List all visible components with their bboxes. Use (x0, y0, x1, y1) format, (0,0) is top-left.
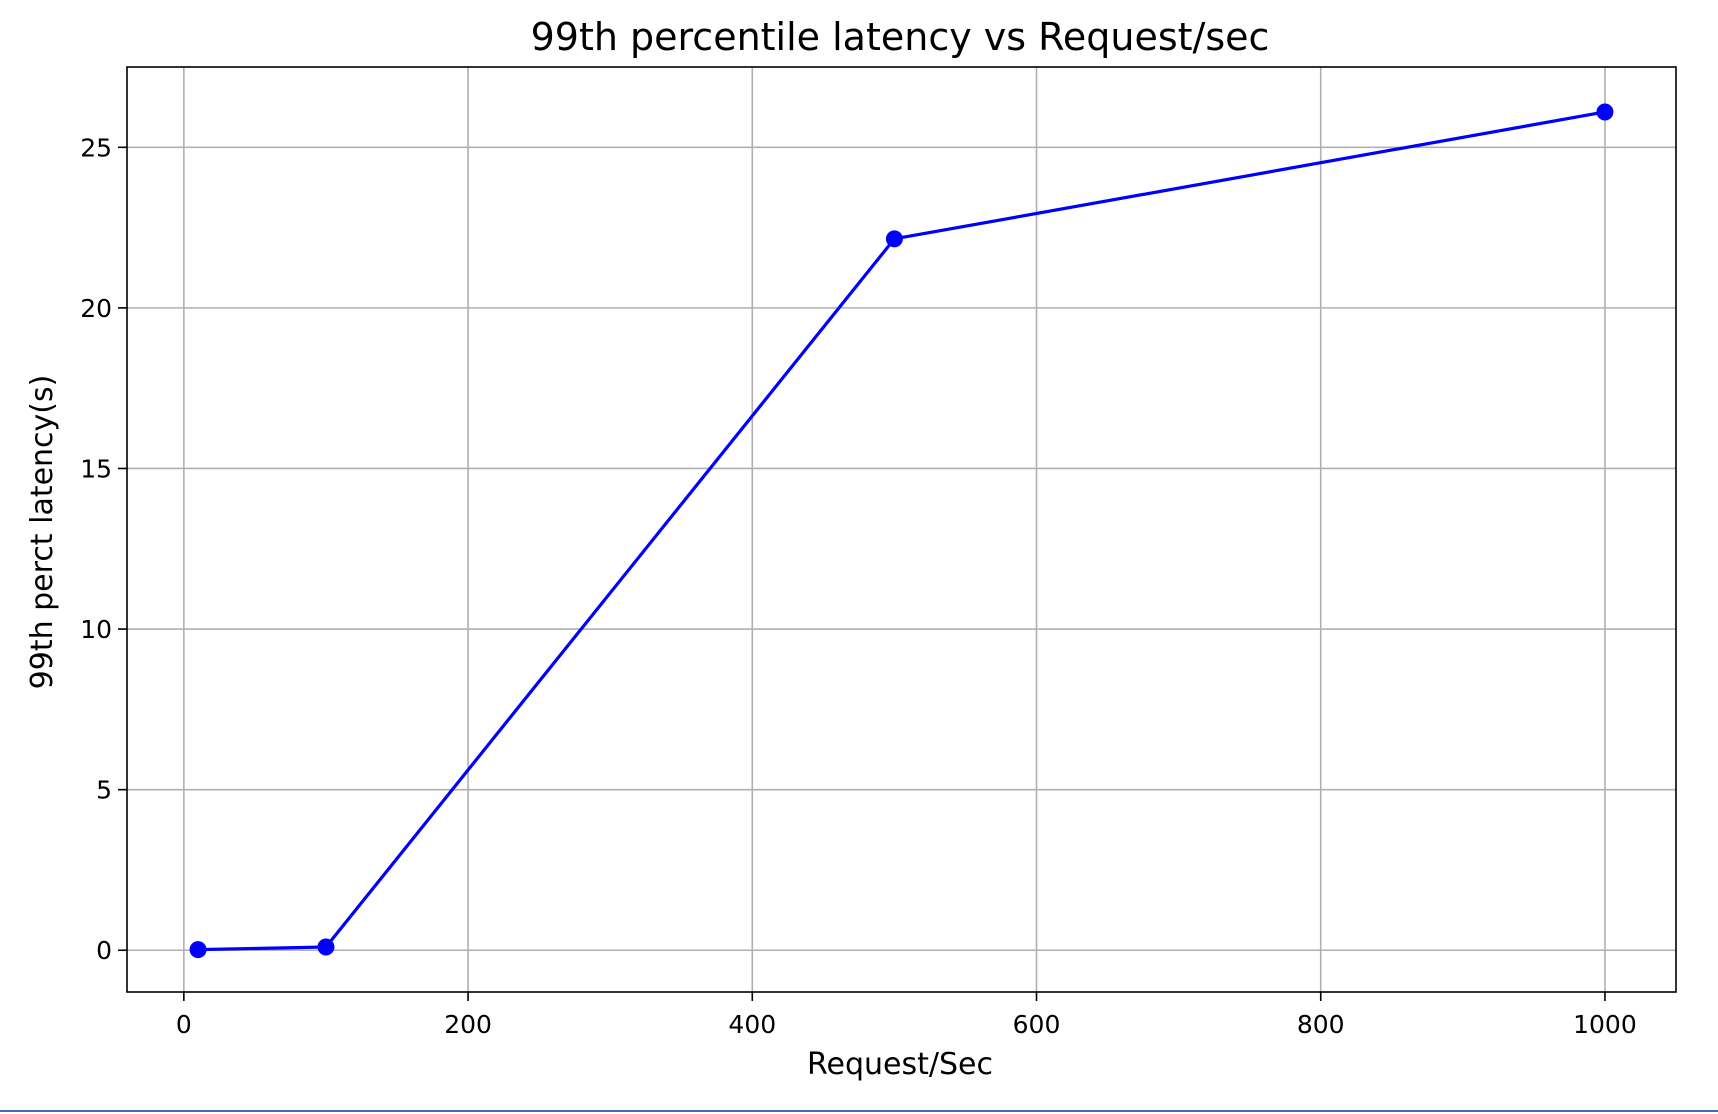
y-tick-label: 10 (80, 615, 112, 644)
y-tick-label: 25 (80, 133, 112, 162)
y-tick-label: 5 (96, 776, 112, 805)
x-tick-label: 200 (444, 1010, 492, 1039)
axes-layer: 0 200 400 600 800 1000 0 5 10 15 20 25 (80, 66, 1677, 1039)
data-point (1596, 103, 1614, 121)
x-tick-label: 800 (1297, 1010, 1345, 1039)
x-tick-label: 1000 (1573, 1010, 1637, 1039)
x-tick-label: 0 (176, 1010, 192, 1039)
x-axis-label: Request/Sec (807, 1047, 993, 1082)
x-tick-label: 600 (1013, 1010, 1061, 1039)
series-line (196, 110, 1607, 952)
data-point (885, 230, 903, 248)
series-layer (189, 103, 1614, 959)
y-tick-label: 0 (96, 936, 112, 965)
y-axis-label: 99th perct latency(s) (25, 375, 60, 690)
x-tick-label: 400 (728, 1010, 776, 1039)
bottom-divider (0, 1110, 1718, 1112)
data-point (189, 941, 207, 959)
grid-layer (127, 67, 1676, 992)
plot-frame (126, 66, 1677, 993)
data-point (317, 938, 335, 956)
y-tick-label: 15 (80, 454, 112, 483)
chart-title: 99th percentile latency vs Request/sec (531, 15, 1270, 59)
y-tick-label: 20 (80, 294, 112, 323)
